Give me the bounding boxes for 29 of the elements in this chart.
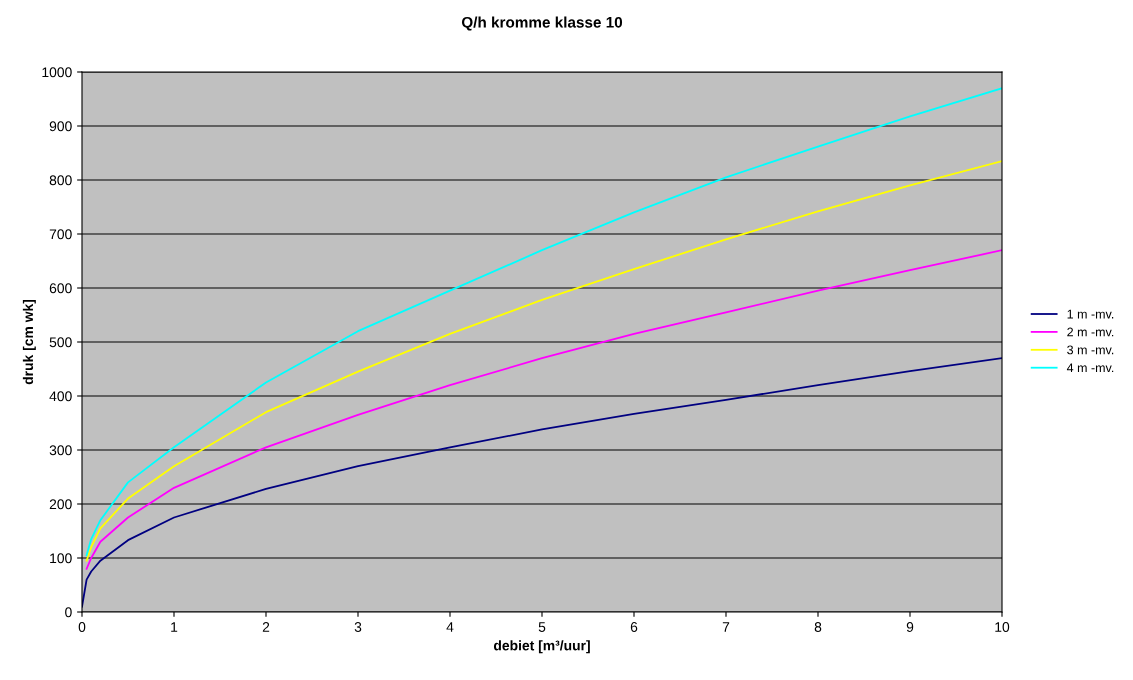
x-tick-label: 5 (538, 622, 546, 632)
x-axis-title: debiet [m³/uur] (493, 640, 590, 654)
x-tick-label: 7 (722, 622, 730, 632)
y-tick-label: 800 (49, 175, 72, 186)
legend-label: 3 m -mv. (1067, 345, 1114, 355)
y-tick-label: 200 (49, 499, 72, 510)
y-tick-label: 0 (65, 607, 72, 618)
y-tick-label: 700 (49, 229, 72, 240)
x-tick-label: 9 (906, 622, 914, 632)
y-tick-label: 600 (49, 283, 72, 294)
legend-label: 2 m -mv. (1067, 327, 1114, 337)
x-tick-label: 8 (814, 622, 822, 632)
x-tick-label: 10 (995, 622, 1010, 632)
chart-title: Q/h kromme klasse 10 (461, 16, 623, 31)
legend-label: 1 m -mv. (1067, 309, 1114, 319)
x-tick-label: 2 (262, 622, 270, 632)
x-tick-label: 1 (171, 622, 178, 632)
x-tick-label: 4 (446, 622, 454, 632)
y-tick-label: 900 (49, 121, 72, 132)
legend-label: 4 m -mv. (1066, 363, 1114, 373)
y-tick-label: 100 (50, 553, 72, 564)
y-axis-title: druk [cm wk] (22, 299, 36, 385)
y-tick-label: 400 (49, 391, 72, 402)
y-tick-label: 500 (49, 337, 72, 348)
x-tick-label: 0 (78, 622, 86, 632)
y-tick-label: 300 (49, 445, 72, 456)
x-tick-label: 6 (630, 622, 638, 632)
y-tick-label: 1000 (42, 67, 72, 78)
x-tick-label: 3 (354, 622, 362, 632)
